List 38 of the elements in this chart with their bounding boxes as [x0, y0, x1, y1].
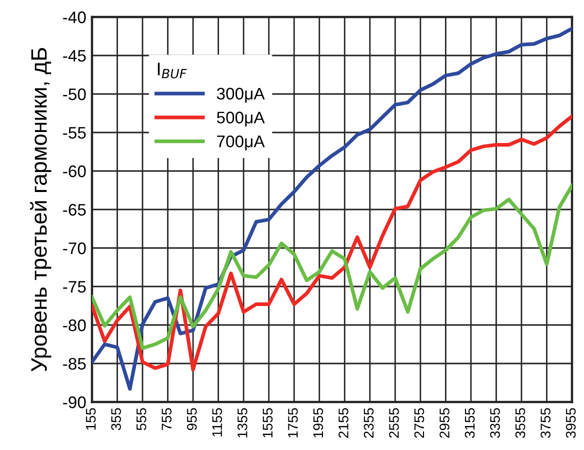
x-tick-label: 1955: [313, 408, 324, 438]
x-tick-label: 2155: [338, 408, 348, 438]
y-tick-label: -40: [63, 11, 86, 24]
x-tick-label: 3155: [464, 408, 475, 438]
y-tick-label: -70: [63, 242, 86, 254]
y-axis-title: Уровень третьей гармоники, дБ: [30, 48, 52, 372]
x-tick-label: 755: [162, 408, 172, 430]
x-tick-label: 2955: [440, 408, 450, 438]
line-series: [92, 26, 572, 391]
legend-label: 700μA: [217, 136, 265, 150]
x-tick-label: 555: [136, 408, 146, 430]
y-tick-label: -85: [63, 358, 86, 370]
legend-label: 500μA: [216, 112, 265, 126]
x-tick-label: 1155: [212, 408, 222, 436]
x-tick-label: 2755: [414, 408, 424, 438]
x-tick-label: 1555: [262, 408, 273, 438]
x-tick-label: 955: [186, 408, 197, 430]
x-tick-label: 2355: [364, 408, 374, 438]
y-tick-label: -60: [63, 165, 86, 178]
y-tick-label: -75: [63, 281, 86, 293]
y-tick-label: -80: [63, 319, 86, 332]
line-series: [92, 184, 572, 350]
x-tick-label: 3955: [566, 408, 576, 438]
y-tick-label: -65: [63, 204, 86, 216]
x-tick-label: 155: [86, 408, 96, 430]
y-tick-label: -50: [63, 88, 86, 100]
x-tick-label: 3555: [515, 408, 526, 438]
x-tick-label: 355: [111, 408, 121, 430]
x-tick-label: 2555: [389, 408, 399, 438]
y-tick-label: -55: [63, 127, 86, 139]
y-tick-label: -90: [63, 396, 86, 408]
x-tick-label: 1355: [237, 408, 248, 438]
x-tick-label: 3755: [540, 408, 550, 438]
legend-title: I$_{BUF}$: [158, 62, 187, 78]
y-tick-label: -45: [63, 50, 86, 62]
x-tick-label: 3355: [490, 408, 500, 438]
x-tick-label: 1755: [288, 408, 298, 438]
legend-label: 300μA: [216, 88, 265, 103]
